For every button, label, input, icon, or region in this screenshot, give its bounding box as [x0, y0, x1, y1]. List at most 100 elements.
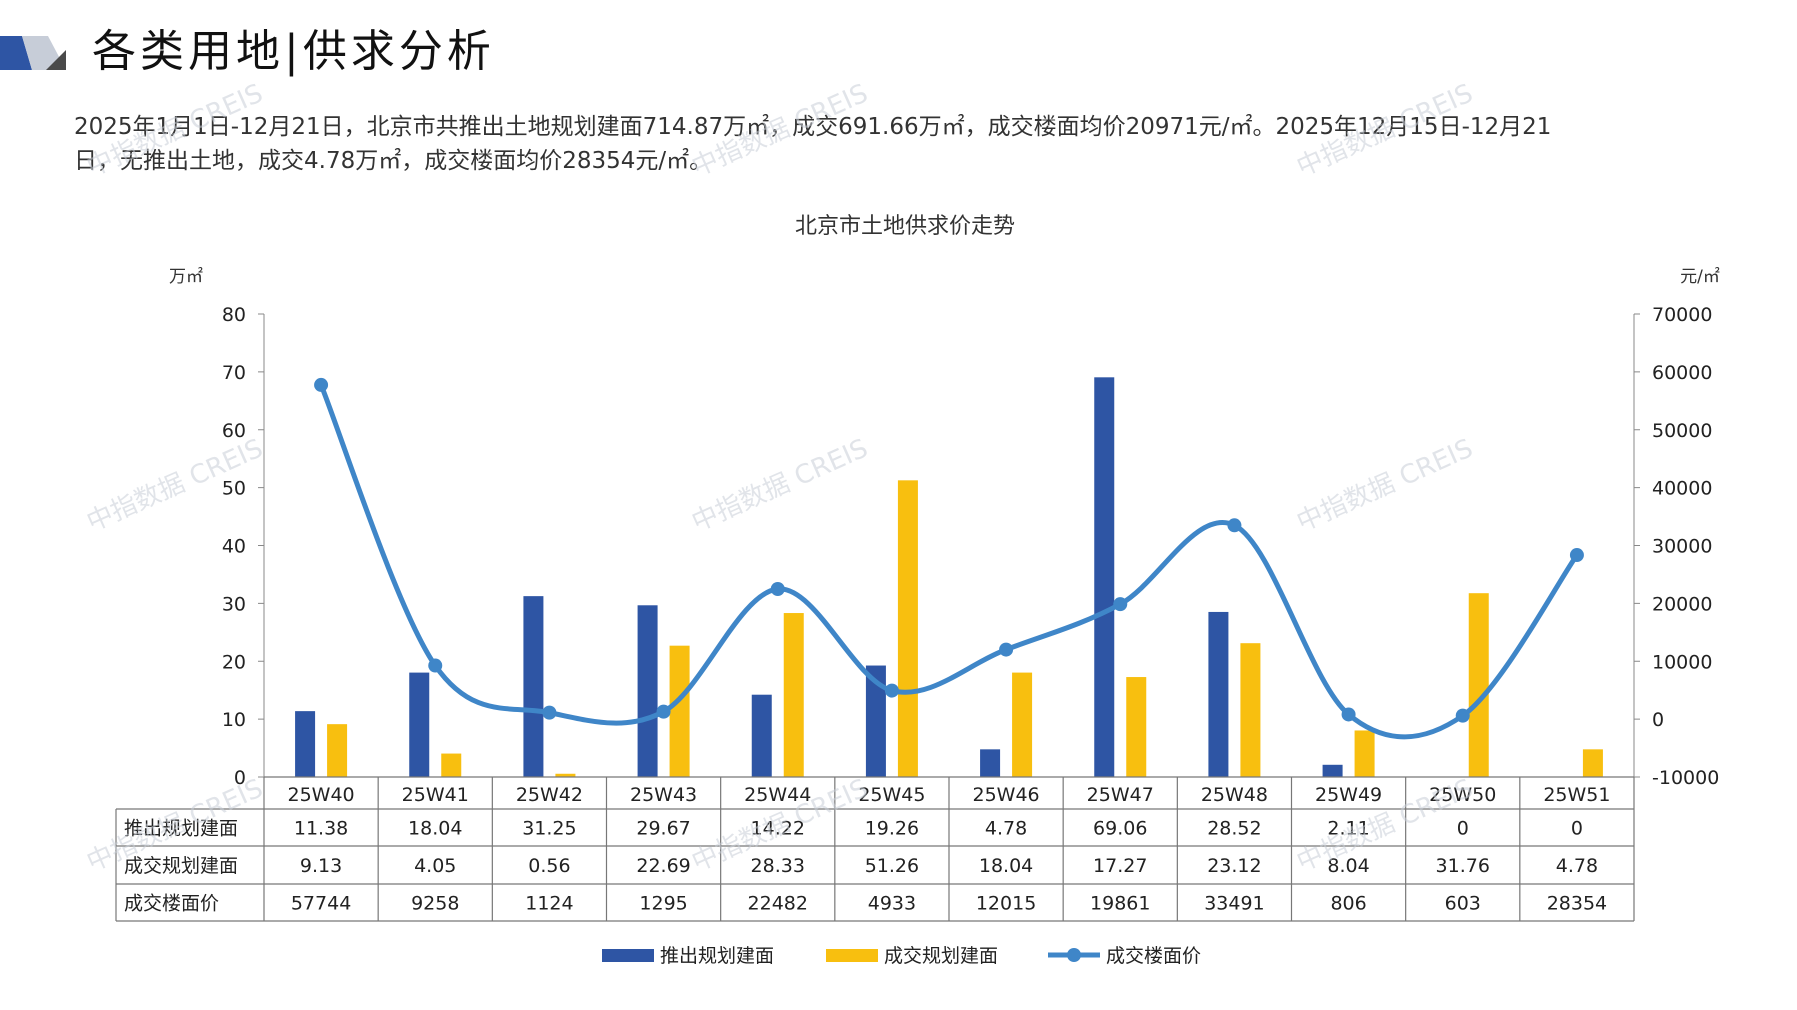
category-label: 25W47	[1087, 784, 1154, 806]
table-cell-value: 57744	[291, 893, 351, 915]
header: 各类用地|供求分析	[0, 22, 1797, 82]
right-tick-label: 10000	[1652, 651, 1712, 673]
left-tick-label: 0	[234, 767, 246, 789]
table-cell-value: 0	[1571, 818, 1583, 840]
table-cell-value: 8.04	[1327, 855, 1369, 877]
price-point	[1341, 707, 1356, 722]
category-label: 25W43	[630, 784, 697, 806]
price-point	[1569, 548, 1584, 563]
supply-bar	[1208, 611, 1229, 777]
price-point	[314, 377, 329, 392]
left-tick-label: 60	[222, 420, 246, 442]
table-cell-value: 29.67	[636, 818, 690, 840]
table-cell-value: 28.52	[1207, 818, 1261, 840]
data-table: 25W40 25W41 25W42 25W43 25W44 25W45 25W46 25W47…	[115, 776, 1635, 922]
table-cell-value: 22482	[748, 893, 808, 915]
chart-title: 北京市土地供求价走势	[795, 214, 1015, 239]
right-tick-label: 40000	[1652, 478, 1712, 500]
deal-bar	[669, 645, 690, 777]
table-cell-value: 31.25	[522, 818, 576, 840]
deal-bar	[327, 724, 348, 777]
price-point	[428, 658, 443, 673]
supply-bar	[409, 672, 430, 777]
category-label: 25W42	[516, 784, 583, 806]
logo-icon	[0, 36, 66, 70]
left-tick-label: 70	[222, 362, 246, 384]
right-tick-label: 50000	[1652, 420, 1712, 442]
deal-bar	[1582, 749, 1603, 777]
price-point	[999, 642, 1014, 657]
price-point	[884, 683, 899, 698]
legend: 推出规划建面 成交规划建面 成交楼面价	[602, 945, 1201, 967]
price-point	[770, 582, 785, 597]
left-axis-unit: 万㎡	[169, 267, 203, 287]
table-cell-value: 4933	[868, 893, 916, 915]
row-header-label: 成交规划建面	[124, 855, 238, 877]
category-label: 25W41	[402, 784, 469, 806]
left-tick-label: 50	[222, 478, 246, 500]
table-cell-value: 9.13	[300, 855, 342, 877]
deal-bar	[897, 480, 918, 777]
supply-bar	[980, 749, 1001, 777]
table-cell-value: 14.22	[751, 818, 805, 840]
row-header-label: 推出规划建面	[124, 818, 238, 840]
category-label: 25W45	[858, 784, 925, 806]
category-label: 25W40	[288, 784, 355, 806]
legend-label: 推出规划建面	[660, 945, 774, 967]
deal-bar	[1012, 672, 1033, 777]
category-label: 25W51	[1543, 784, 1610, 806]
category-label: 25W44	[744, 784, 811, 806]
bars	[295, 377, 1603, 777]
category-label: 25W50	[1429, 784, 1496, 806]
table-cell-value: 603	[1445, 893, 1481, 915]
supply-bar	[751, 694, 772, 777]
table-cell-value: 806	[1330, 893, 1366, 915]
table-cell-value: 18.04	[408, 818, 462, 840]
table-cell-value: 18.04	[979, 855, 1033, 877]
deal-bar	[1468, 593, 1489, 777]
price-point	[1113, 597, 1128, 612]
supply-bar	[865, 665, 886, 777]
table-cell-value: 4.05	[414, 855, 456, 877]
left-tick-label: 30	[222, 593, 246, 615]
left-tick-label: 20	[222, 651, 246, 673]
supply-bar	[295, 711, 316, 777]
right-axis-unit: 元/㎡	[1680, 267, 1720, 287]
summary-text: 2025年1月1日-12月21日，北京市共推出土地规划建面714.87万㎡，成交…	[74, 110, 1734, 178]
deal-bar	[441, 753, 462, 777]
table-cell-value: 2.11	[1327, 818, 1369, 840]
table-cell-value: 1124	[525, 893, 573, 915]
right-tick-label: 70000	[1652, 304, 1712, 326]
table-cell-value: 69.06	[1093, 818, 1147, 840]
deal-bar	[1126, 677, 1147, 777]
table-cell-value: 12015	[976, 893, 1036, 915]
deal-bar	[1354, 730, 1375, 777]
table-cell-value: 11.38	[294, 818, 348, 840]
right-tick-label: 0	[1652, 709, 1664, 731]
legend-label: 成交规划建面	[884, 945, 998, 967]
table-cell-value: 23.12	[1207, 855, 1261, 877]
table-cell-value: 1295	[639, 893, 687, 915]
table-cell-value: 19861	[1090, 893, 1150, 915]
left-tick-label: 80	[222, 304, 246, 326]
price-point	[1227, 518, 1242, 533]
price-point	[1455, 708, 1470, 723]
price-line	[314, 377, 1584, 740]
legend-swatch	[826, 949, 878, 962]
row-header-label: 成交楼面价	[124, 893, 219, 915]
right-tick-label: -10000	[1652, 767, 1719, 789]
table-cell-value: 28354	[1547, 893, 1607, 915]
deal-bar	[1240, 643, 1261, 777]
axes: 0 10 20 30 40 50 60 70 80 -10000 0 10000 20000 30000 4…	[222, 304, 1720, 789]
supply-bar	[1322, 764, 1343, 777]
right-tick-label: 30000	[1652, 536, 1712, 558]
category-label: 25W48	[1201, 784, 1268, 806]
category-label: 25W46	[973, 784, 1040, 806]
table-cell-value: 28.33	[751, 855, 805, 877]
table-cell-value: 4.78	[985, 818, 1027, 840]
right-tick-label: 60000	[1652, 362, 1712, 384]
page-title: 各类用地|供求分析	[92, 26, 495, 77]
legend-swatch	[602, 949, 654, 962]
supply-bar	[1094, 377, 1115, 777]
